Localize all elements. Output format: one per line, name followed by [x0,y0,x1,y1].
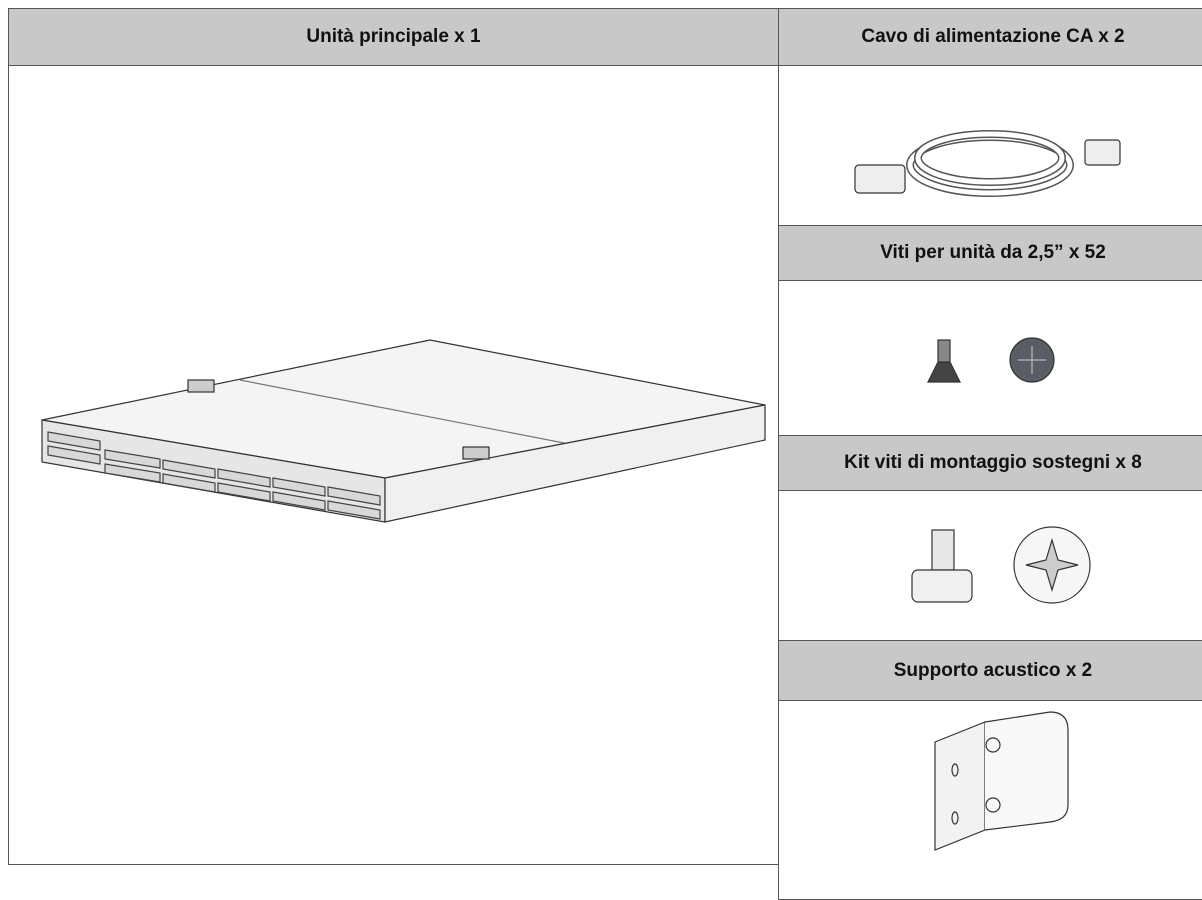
power-cable [854,130,1121,197]
rail-screw [911,526,1091,604]
item-header: Cavo di alimentazione CA x 2 [778,8,1202,66]
item-header: Supporto acustico x 2 [778,640,1202,701]
server-side [384,404,766,523]
bracket [934,711,1069,851]
drive-bays [47,431,381,520]
latch [187,379,215,393]
server-illustration [41,339,766,523]
item-header: Kit viti di montaggio sostegni x 8 [778,435,1202,491]
page: Unità principale x 1 Cavo di alimentazio… [8,8,1202,900]
latch [462,446,490,460]
main-header: Unità principale x 1 [8,8,779,66]
server-seam [239,379,601,451]
drive-screw [927,337,1055,383]
illustrations [41,130,1121,851]
